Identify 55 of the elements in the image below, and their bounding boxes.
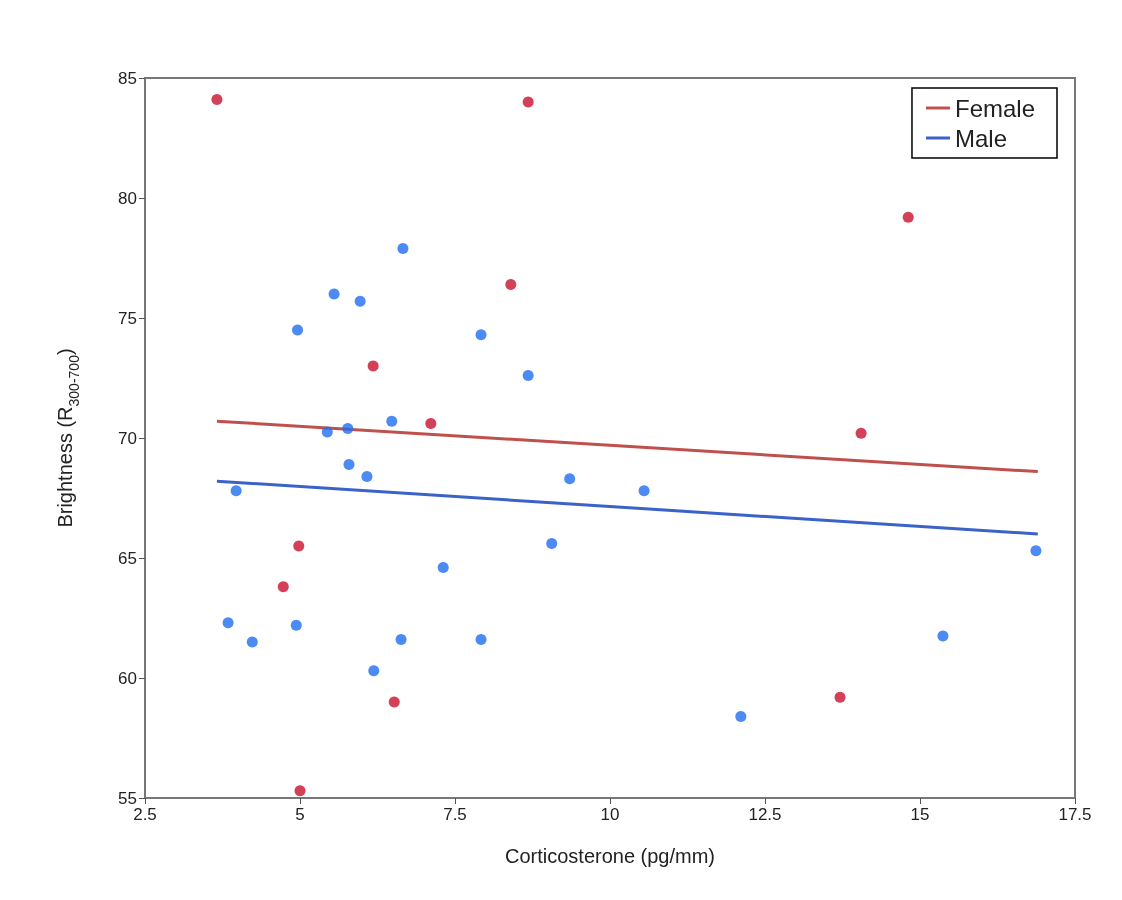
point	[294, 785, 306, 797]
point	[321, 426, 333, 438]
legend-label: Male	[954, 124, 1007, 152]
y-tick-label: 55	[118, 788, 137, 808]
point	[386, 415, 398, 427]
point	[342, 422, 354, 434]
point	[211, 94, 223, 106]
point	[855, 427, 867, 439]
point	[367, 360, 379, 372]
point	[397, 242, 409, 254]
y-tick-label: 75	[118, 308, 137, 328]
point	[437, 562, 449, 574]
point	[354, 295, 366, 307]
y-tick-label: 60	[118, 668, 137, 688]
y-tick-label: 80	[118, 188, 137, 208]
point	[735, 710, 747, 722]
point	[834, 691, 846, 703]
point	[546, 538, 558, 550]
y-tick-label: 65	[118, 548, 137, 568]
point	[230, 485, 242, 497]
point	[638, 485, 650, 497]
x-tick-label: 12.5	[748, 805, 782, 824]
point	[361, 470, 373, 482]
point	[564, 473, 576, 485]
x-tick-label: 17.5	[1058, 805, 1092, 824]
point	[395, 634, 407, 646]
point	[475, 634, 487, 646]
x-tick-label: 10	[600, 805, 620, 824]
point	[902, 211, 914, 223]
legend-label: Female	[954, 94, 1035, 122]
point	[505, 278, 517, 290]
y-tick-label: 70	[118, 428, 137, 448]
point	[522, 370, 534, 382]
x-tick-label: 5	[295, 805, 305, 824]
point	[328, 288, 340, 300]
point	[343, 458, 355, 470]
x-axis-title: Corticosterone (pg/mm)	[504, 845, 716, 867]
point	[425, 418, 437, 430]
point	[277, 581, 289, 593]
point	[222, 617, 234, 629]
point	[368, 665, 380, 677]
point	[290, 619, 302, 631]
point	[388, 696, 400, 708]
point	[522, 96, 534, 108]
x-tick-label: 7.5	[443, 805, 467, 824]
point	[1030, 545, 1042, 557]
point	[246, 636, 258, 648]
point	[292, 324, 304, 336]
y-axis-title: Brightness (R300-700)	[54, 348, 82, 528]
point	[293, 540, 305, 552]
x-tick-label: 2.5	[133, 805, 157, 824]
point	[475, 329, 487, 341]
point	[937, 630, 949, 642]
x-tick-label: 15	[910, 805, 930, 824]
y-tick-label: 85	[118, 68, 137, 88]
